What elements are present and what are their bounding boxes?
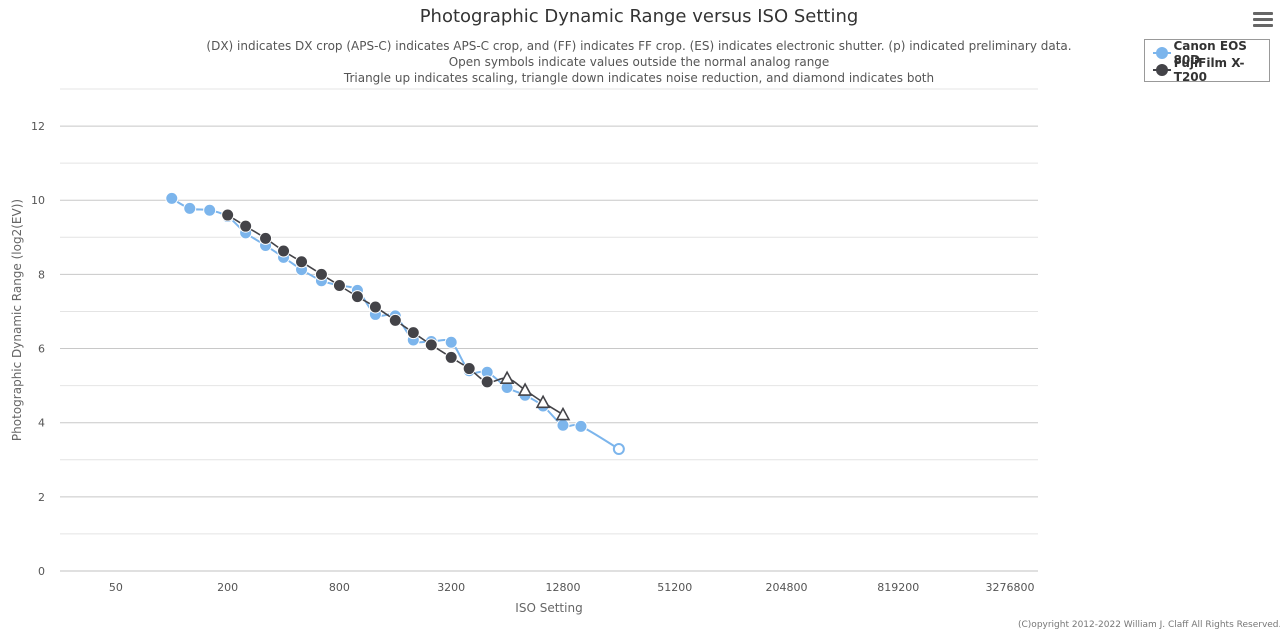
data-point-triangle xyxy=(499,370,515,385)
data-point xyxy=(314,267,328,281)
x-tick-label: 50 xyxy=(109,581,123,594)
data-point xyxy=(444,335,458,349)
legend-label-canon: Canon EOS 80D xyxy=(1173,39,1247,67)
data-point xyxy=(424,338,438,352)
legend-label-fujifilm: FujiFilm X-T200 xyxy=(1173,56,1245,84)
y-tick-label: 10 xyxy=(31,194,45,207)
chart-title: Photographic Dynamic Range versus ISO Se… xyxy=(419,6,859,27)
data-point xyxy=(556,418,570,432)
data-point xyxy=(277,244,291,258)
chart-legend: Canon EOS 80D FujiFilm X-T200 xyxy=(1144,39,1270,84)
data-point xyxy=(368,300,382,314)
data-point xyxy=(295,255,309,269)
data-point xyxy=(350,290,364,304)
data-point xyxy=(388,313,402,327)
x-tick-label: 3200 xyxy=(437,581,465,594)
data-point xyxy=(165,191,179,205)
y-tick-label: 0 xyxy=(38,565,45,578)
x-axis-title: ISO Setting xyxy=(515,601,582,615)
y-axis-title: Photographic Dynamic Range (log2(EV)) xyxy=(10,199,24,441)
y-tick-label: 6 xyxy=(38,343,45,356)
data-point-open xyxy=(612,443,625,456)
legend-swatch-canon xyxy=(1153,46,1171,60)
legend-item-canon-eos-80d[interactable]: Canon EOS 80D xyxy=(1153,39,1269,67)
y-tick-label: 8 xyxy=(38,268,45,281)
data-point xyxy=(462,362,476,376)
data-point xyxy=(406,326,420,340)
x-tick-label: 204800 xyxy=(766,581,808,594)
hamburger-menu-icon[interactable] xyxy=(1253,12,1273,29)
chart-subtitle-line-1: (DX) indicates DX crop (APS-C) indicates… xyxy=(206,39,1072,53)
data-point xyxy=(574,419,588,433)
data-point xyxy=(259,231,273,245)
y-tick-label: 2 xyxy=(38,491,45,504)
y-tick-label: 12 xyxy=(31,120,45,133)
x-tick-label: 12800 xyxy=(545,581,580,594)
data-point xyxy=(203,203,217,217)
data-point xyxy=(183,201,197,215)
data-point-triangle xyxy=(555,406,571,421)
x-tick-label: 51200 xyxy=(657,581,692,594)
x-tick-label: 800 xyxy=(329,581,350,594)
data-point-triangle xyxy=(535,394,551,409)
data-point xyxy=(332,279,346,293)
data-point xyxy=(239,219,253,233)
copyright-notice: (C)opyright 2012-2022 William J. Claff A… xyxy=(1018,620,1280,630)
data-point-triangle xyxy=(517,382,533,396)
x-tick-label: 3276800 xyxy=(986,581,1035,594)
data-point xyxy=(480,375,494,389)
legend-item-fujifilm-x-t200[interactable]: FujiFilm X-T200 xyxy=(1153,56,1269,84)
x-tick-label: 819200 xyxy=(877,581,919,594)
legend-swatch-fujifilm xyxy=(1153,63,1171,77)
series-fujifilm-x-t200 xyxy=(221,208,571,421)
y-tick-label: 4 xyxy=(38,417,45,430)
chart-subtitle-line-2: Open symbols indicate values outside the… xyxy=(448,55,830,69)
chart-subtitle-line-3: Triangle up indicates scaling, triangle … xyxy=(343,71,935,85)
data-point xyxy=(221,208,235,222)
x-tick-label: 200 xyxy=(217,581,238,594)
data-point xyxy=(444,350,458,364)
